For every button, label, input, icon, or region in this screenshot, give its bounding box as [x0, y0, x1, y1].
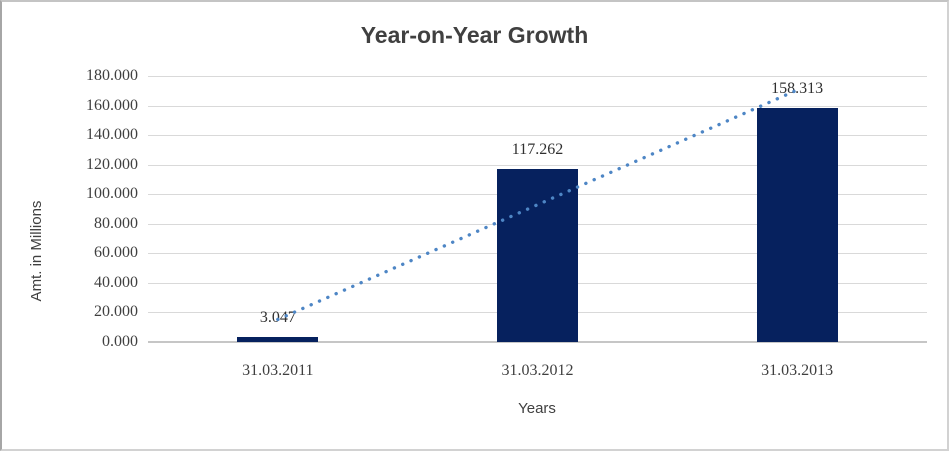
chart-title: Year-on-Year Growth: [360, 22, 589, 48]
y-tick-label: 160.000: [86, 96, 138, 114]
gridline: [148, 76, 927, 77]
bar: [497, 168, 578, 342]
x-tick-label: 31.03.2011: [242, 362, 314, 379]
x-tick-label: 31.03.2013: [761, 362, 834, 379]
bar-value-label: 3.047: [259, 309, 296, 327]
y-tick-label: 120.000: [86, 155, 138, 173]
y-tick-label: 20.000: [94, 303, 138, 321]
x-tick-label: 31.03.2012: [501, 362, 574, 379]
y-tick-label: 80.000: [94, 214, 138, 232]
bar-value-label: 158.313: [771, 80, 824, 98]
y-tick-label: 40.000: [94, 273, 138, 291]
y-tick-label: 60.000: [94, 244, 138, 262]
y-tick-label: 0.000: [102, 333, 138, 350]
x-axis-line: [148, 341, 927, 343]
bar: [237, 337, 319, 342]
x-axis-title: Years: [518, 400, 556, 417]
bar-value-label: 117.262: [511, 140, 564, 158]
y-tick-label: 140.000: [86, 126, 138, 144]
bar: [756, 108, 838, 342]
gridline: [148, 105, 927, 107]
y-tick-label: 100.000: [86, 185, 138, 203]
y-tick-label: 180.000: [86, 67, 138, 84]
